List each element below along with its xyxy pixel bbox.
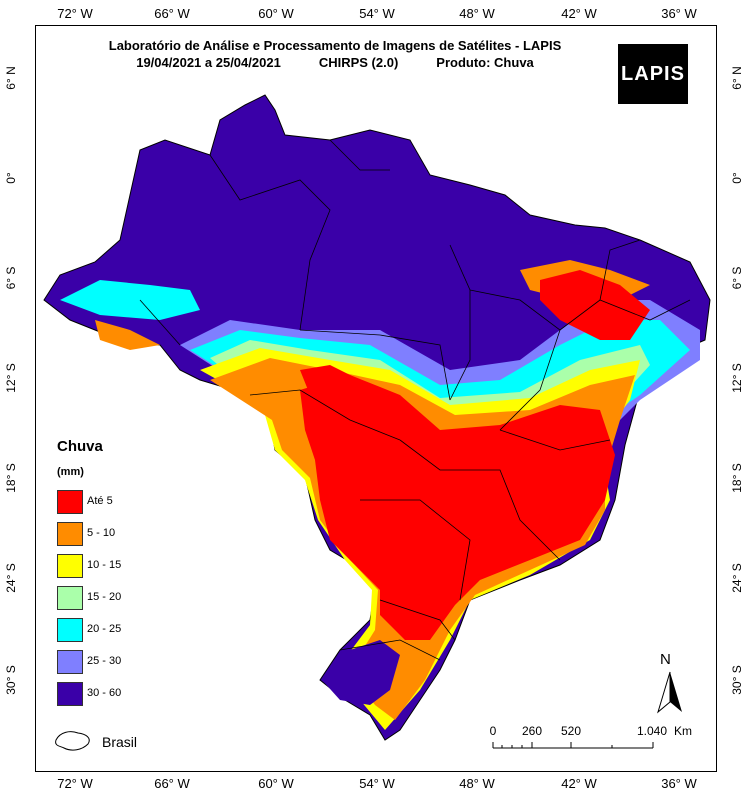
lon-tick-bottom: 66° W	[154, 776, 190, 791]
lon-tick-top: 66° W	[154, 6, 190, 21]
brasil-outline-icon	[55, 731, 90, 751]
legend-swatch	[57, 650, 83, 674]
lat-tick-left: 24° S	[4, 563, 18, 593]
north-arrow-icon	[657, 671, 682, 714]
map-title: Laboratório de Análise e Processamento d…	[55, 37, 615, 71]
lat-tick-left: 30° S	[4, 665, 18, 695]
legend-swatch	[57, 586, 83, 610]
legend-label: 25 - 30	[87, 655, 122, 667]
lon-tick-top: 72° W	[57, 6, 93, 21]
lat-tick-left: 18° S	[4, 463, 18, 493]
lapis-logo: LAPIS	[618, 44, 688, 104]
title-source: CHIRPS (2.0)	[318, 55, 399, 70]
legend-swatch	[57, 682, 83, 706]
legend-swatch	[57, 618, 83, 642]
north-label: N	[660, 651, 671, 668]
lapis-logo-text: LAPIS	[621, 62, 685, 85]
lon-tick-top: 42° W	[561, 6, 597, 21]
legend-title: Chuva	[57, 438, 103, 455]
title-product: Produto: Chuva	[436, 55, 534, 70]
lat-tick-right: 30° S	[730, 665, 744, 695]
scale-bar	[492, 742, 654, 749]
lat-tick-right: 6° N	[730, 66, 744, 90]
legend-label: Até 5	[87, 495, 113, 507]
title-subrow: 19/04/2021 a 25/04/2021 CHIRPS (2.0) Pro…	[55, 54, 615, 71]
scale-label: 0	[489, 724, 497, 738]
legend-label: 10 - 15	[87, 559, 122, 571]
legend-swatch	[57, 554, 83, 578]
lon-tick-bottom: 42° W	[561, 776, 597, 791]
title-period: 19/04/2021 a 25/04/2021	[136, 55, 281, 70]
lat-tick-left: 6° N	[4, 66, 18, 90]
lon-tick-bottom: 60° W	[258, 776, 294, 791]
rainfall-map	[43, 94, 711, 741]
scale-label: 1.040	[636, 724, 668, 738]
lon-tick-top: 54° W	[359, 6, 395, 21]
legend-label: 5 - 10	[87, 527, 116, 539]
legend-label: 20 - 25	[87, 623, 122, 635]
lat-tick-right: 24° S	[730, 563, 744, 593]
legend-unit: (mm)	[57, 466, 84, 478]
lat-tick-right: 0°	[730, 172, 744, 184]
lon-tick-bottom: 36° W	[661, 776, 697, 791]
lon-tick-bottom: 54° W	[359, 776, 395, 791]
title-line1: Laboratório de Análise e Processamento d…	[108, 38, 562, 53]
lat-tick-left: 6° S	[4, 266, 18, 290]
lon-tick-top: 48° W	[459, 6, 495, 21]
lat-tick-left: 0°	[4, 172, 18, 184]
legend-swatch	[57, 522, 83, 546]
lat-tick-right: 6° S	[730, 266, 744, 290]
scale-unit: Km	[674, 724, 692, 738]
lat-tick-left: 12° S	[4, 363, 18, 393]
legend-label: 30 - 60	[87, 687, 122, 699]
lat-tick-right: 12° S	[730, 363, 744, 393]
lon-tick-bottom: 48° W	[459, 776, 495, 791]
legend-label: 15 - 20	[87, 591, 122, 603]
legend-swatch	[57, 490, 83, 514]
lon-tick-top: 36° W	[661, 6, 697, 21]
lon-tick-top: 60° W	[258, 6, 294, 21]
legend-brasil-label: Brasil	[102, 734, 138, 750]
lon-tick-bottom: 72° W	[57, 776, 93, 791]
scale-label: 260	[521, 724, 543, 738]
lat-tick-right: 18° S	[730, 463, 744, 493]
scale-label: 520	[560, 724, 582, 738]
